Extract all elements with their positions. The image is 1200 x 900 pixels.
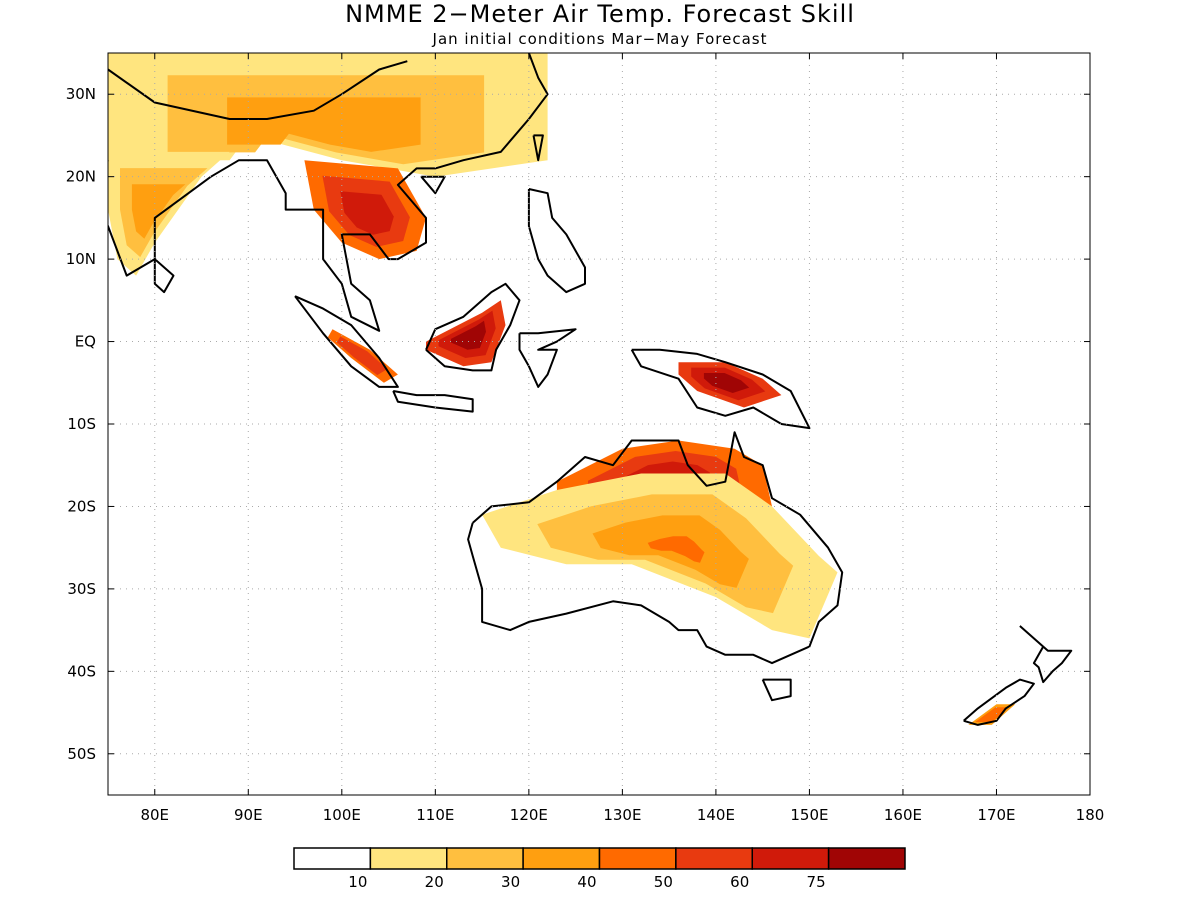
skill-region-0-level-2	[227, 97, 421, 152]
colorbar-swatch-3	[522, 847, 601, 870]
lat-tick-label: 30N	[66, 85, 96, 103]
coastline-10	[630, 348, 811, 430]
colorbar-swatch-7	[827, 847, 906, 870]
colorbar-swatch-0	[293, 847, 372, 870]
skill-region-8-level-1	[975, 707, 1009, 722]
lon-tick-label: 80E	[140, 806, 169, 824]
lon-tick-label: 110E	[416, 806, 454, 824]
skill-region-4-level-2	[451, 320, 486, 350]
colorbar-label: 10	[348, 873, 367, 891]
colorbar-swatch-6	[751, 847, 830, 870]
lon-tick-label: 130E	[603, 806, 641, 824]
colorbar-label: 20	[425, 873, 444, 891]
lon-tick-label: 140E	[697, 806, 735, 824]
coastline-6	[518, 328, 577, 388]
colorbar-swatch-4	[598, 847, 677, 870]
coastline-12	[761, 678, 792, 702]
colorbar-label: 50	[654, 873, 673, 891]
coastline-11	[467, 431, 844, 665]
colorbar: 10 20 30 40 50 60 75	[293, 847, 906, 891]
lat-tick-label: EQ	[75, 333, 96, 351]
lon-tick-label: 100E	[323, 806, 361, 824]
lon-tick-label: 180	[1076, 806, 1105, 824]
skill-region-1-level-2	[131, 184, 186, 239]
lat-tick-label: 10N	[66, 250, 96, 268]
map-title: NMME 2−Meter Air Temp. Forecast Skill	[345, 0, 855, 28]
coastline-4	[392, 390, 474, 413]
colorbar-swatch-5	[675, 847, 753, 870]
lon-tick-label: 150E	[790, 806, 828, 824]
lon-tick-label: 120E	[510, 806, 548, 824]
colorbar-swatch-2	[446, 847, 524, 870]
coastline-2	[153, 258, 175, 294]
skill-region-2-level-2	[340, 191, 394, 235]
lat-tick-label: 50S	[67, 745, 96, 763]
coastlines	[108, 53, 1073, 726]
coastline-0	[108, 60, 408, 120]
colorbar-swatch-1	[369, 847, 448, 870]
coastline-9	[420, 175, 446, 195]
lon-tick-label: 90E	[234, 806, 263, 824]
skill-region-7-level-2	[592, 515, 749, 588]
graticule	[108, 53, 1091, 795]
coastline-8	[532, 134, 544, 162]
skill-region-5-level-2	[703, 373, 750, 393]
coastline-14	[963, 678, 1035, 726]
axis-ticks: 80E 90E 100E 110E 120E 130E 140E 150E 160E 170E 18…	[66, 53, 1105, 824]
colorbar-label: 40	[577, 873, 596, 891]
lat-tick-label: 20S	[67, 497, 96, 515]
colorbar-label: 75	[807, 873, 826, 891]
coastline-7	[527, 188, 586, 294]
lat-tick-label: 40S	[67, 662, 96, 680]
lon-tick-label: 170E	[977, 806, 1015, 824]
skill-shading	[108, 53, 1016, 725]
coastline-3	[294, 295, 399, 388]
colorbar-label: 60	[730, 873, 749, 891]
map-subtitle: Jan initial conditions Mar−May Forecast	[432, 30, 768, 48]
coastline-1	[108, 53, 549, 332]
coastline-5	[425, 282, 521, 372]
skill-region-7-level-3	[647, 536, 705, 563]
lat-tick-label: 30S	[67, 580, 96, 598]
lat-tick-label: 20N	[66, 168, 96, 186]
lon-tick-label: 160E	[884, 806, 922, 824]
coastline-13	[1019, 625, 1073, 684]
lat-tick-label: 10S	[67, 415, 96, 433]
skill-region-3-level-1	[336, 336, 388, 376]
colorbar-label: 30	[501, 873, 520, 891]
